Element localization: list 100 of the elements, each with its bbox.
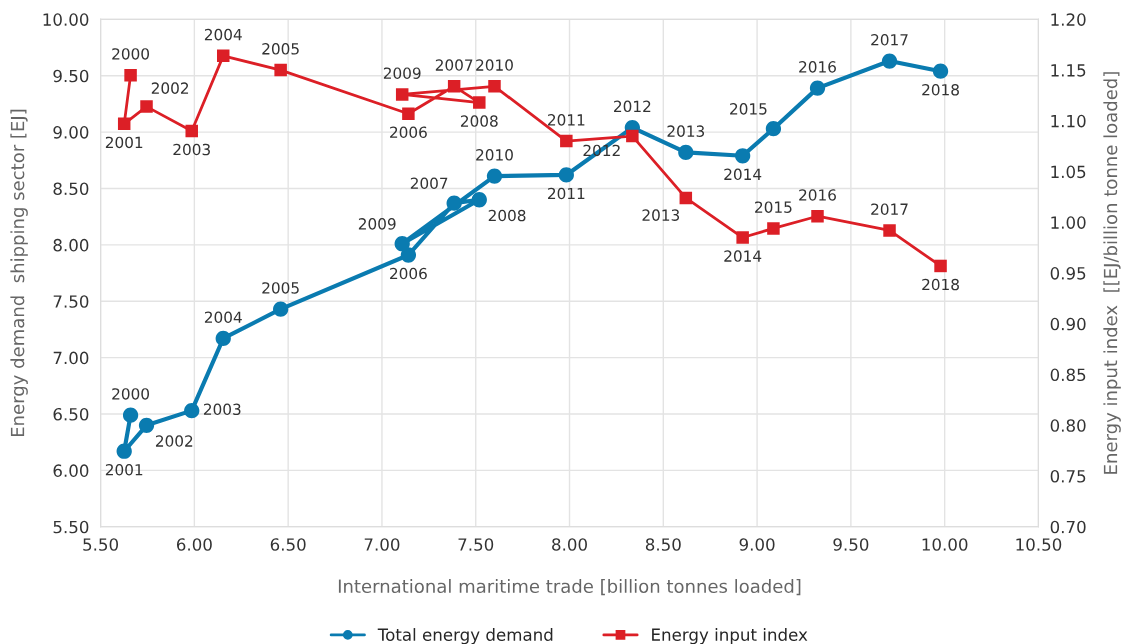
point — [400, 247, 417, 263]
x-tick-label: 10.50 — [1016, 538, 1062, 551]
annotation: 2008 — [460, 115, 498, 127]
annotation: 2010 — [476, 149, 513, 161]
point — [560, 134, 573, 148]
annotation: 2007 — [410, 177, 448, 190]
point — [881, 53, 898, 69]
y2-axis-title: Energy input index [[EJ/billion tonne loaded] — [1103, 72, 1121, 474]
annotation: 2004 — [204, 28, 242, 41]
point — [215, 330, 231, 347]
point — [117, 117, 131, 131]
y-tick-label: 8.50 — [53, 182, 89, 196]
x-tick-label: 9.50 — [833, 538, 869, 551]
point — [273, 301, 289, 317]
annotation: 2007 — [435, 59, 473, 71]
legend-label: Total energy demand — [377, 628, 553, 644]
y2-tick-label: 1.15 — [1051, 64, 1086, 77]
y-tick-label: 6.00 — [53, 464, 89, 477]
point — [185, 124, 198, 138]
y-tick-label: 9.00 — [53, 126, 89, 139]
point — [765, 121, 782, 137]
y2-tick-label: 1.05 — [1051, 165, 1086, 179]
point — [122, 407, 139, 423]
annotation: 2018 — [922, 278, 959, 291]
annotation: 2004 — [204, 311, 242, 323]
point — [274, 63, 287, 77]
annotation: 2003 — [203, 403, 241, 416]
annotation: 2001 — [105, 136, 143, 149]
point — [138, 417, 155, 433]
annotation: 2017 — [871, 34, 908, 46]
y2-tick-label: 0.85 — [1050, 368, 1086, 382]
y2-tick-label: 0.75 — [1050, 470, 1086, 483]
point — [932, 63, 949, 79]
legend-label: Energy input index — [652, 628, 808, 644]
y-tick-label: 7.00 — [53, 351, 89, 365]
point — [402, 107, 415, 120]
annotation: 2009 — [383, 67, 421, 79]
x-axis-title: International maritime trade [billion tonnes loaded] — [338, 579, 801, 596]
point — [558, 167, 574, 183]
y2-tick-label: 0.90 — [1050, 317, 1086, 331]
annotation: 2018 — [922, 83, 959, 96]
annotation: 2003 — [173, 143, 210, 156]
y-tick-label: 5.50 — [53, 520, 89, 534]
y2-tick-label: 0.70 — [1050, 520, 1086, 534]
point — [217, 49, 230, 63]
annotation: 2009 — [358, 218, 396, 230]
y2-tick-label: 1.10 — [1051, 114, 1086, 128]
point — [486, 168, 503, 184]
annotation: 2011 — [548, 114, 585, 126]
y-tick-label: 6.50 — [53, 407, 89, 421]
annotation: 2014 — [724, 250, 762, 262]
y-tick-label: 7.50 — [53, 295, 89, 308]
annotation: 2013 — [667, 125, 705, 137]
annotation: 2014 — [724, 168, 762, 181]
annotation: 2000 — [112, 48, 150, 60]
point — [447, 80, 461, 93]
annotation: 2011 — [548, 187, 585, 200]
point — [473, 96, 486, 109]
point — [116, 443, 132, 459]
point — [883, 224, 896, 237]
x-tick-label: 8.00 — [552, 538, 587, 551]
annotation: 2016 — [799, 61, 836, 73]
annotation: 2005 — [262, 43, 299, 55]
annotation: 2015 — [755, 201, 792, 213]
y-tick-label: 9.50 — [53, 69, 89, 83]
x-tick-label: 9.00 — [739, 538, 775, 551]
y2-tick-label: 0.95 — [1050, 267, 1086, 280]
point — [394, 236, 410, 252]
point — [626, 129, 639, 143]
annotation: 2010 — [476, 59, 513, 71]
point — [446, 195, 462, 211]
annotation: 2006 — [390, 126, 427, 139]
annotation: 2005 — [262, 282, 299, 294]
point — [471, 192, 487, 208]
annotation: 2000 — [112, 388, 150, 400]
point — [679, 191, 693, 205]
y-tick-label: 10.00 — [43, 13, 89, 26]
annotation: 2016 — [799, 189, 836, 201]
x-tick-label: 5.50 — [83, 538, 119, 551]
y2-tick-label: 1.20 — [1051, 13, 1086, 26]
point — [809, 80, 826, 96]
point — [767, 222, 780, 235]
annotation: 2012 — [614, 100, 651, 113]
y2-tick-label: 1.00 — [1051, 216, 1086, 229]
y-axis-title: Energy demand shipping sector [EJ] — [10, 109, 28, 437]
point — [934, 259, 947, 273]
annotation: 2002 — [151, 82, 189, 94]
point — [124, 68, 137, 82]
x-tick-label: 6.50 — [270, 538, 306, 551]
annotation: 2001 — [105, 464, 143, 476]
x-tick-label: 6.00 — [176, 538, 212, 551]
x-tick-label: 7.50 — [458, 538, 494, 551]
annotation: 2017 — [871, 203, 908, 215]
annotation: 2008 — [488, 209, 526, 222]
x-tick-label: 7.00 — [364, 538, 400, 551]
point — [395, 88, 409, 101]
point — [811, 209, 824, 223]
y-tick-label: 8.00 — [53, 238, 89, 252]
point — [678, 144, 694, 161]
x-tick-label: 10.00 — [922, 538, 968, 551]
